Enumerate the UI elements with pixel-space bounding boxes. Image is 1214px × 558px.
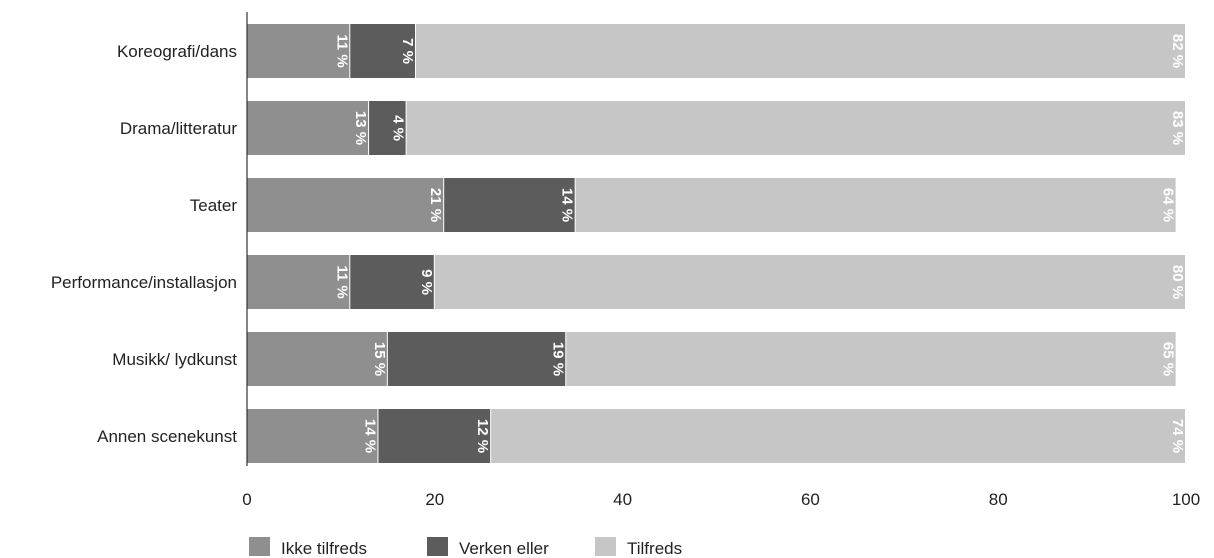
- category-label: Performance/installasjon: [51, 273, 237, 292]
- x-tick-label: 40: [613, 490, 632, 509]
- bar-value-label: 11 %: [333, 34, 350, 67]
- category-label: Musikk/ lydkunst: [112, 350, 237, 369]
- category-label: Koreografi/dans: [117, 42, 237, 61]
- bar-segment: [444, 178, 575, 232]
- category-labels-group: Koreografi/dans Drama/litteratur Teater Per…: [51, 42, 237, 446]
- x-tick-label: 20: [425, 490, 444, 509]
- legend: Ikke tilfreds Verken eller Tilfreds: [249, 537, 682, 558]
- x-tick-label: 100: [1172, 490, 1200, 509]
- legend-label: Verken eller: [459, 539, 549, 558]
- bar-segment: [247, 255, 350, 309]
- bar-value-label: 83 %: [1169, 111, 1186, 145]
- category-label: Annen scenekunst: [97, 427, 237, 446]
- bar-segment: [247, 101, 369, 155]
- bar-value-label: 82 %: [1169, 34, 1186, 68]
- x-axis-ticks-group: 0 20 40 60 80 100: [242, 490, 1200, 509]
- bar-value-label: 13 %: [352, 111, 369, 145]
- x-tick-label: 60: [801, 490, 820, 509]
- bars-group: 11 % 7 % 82 % 13 % 4 % 83 % 21 % 14 % 64 % 11 % 9 …: [247, 24, 1186, 463]
- bar-value-label: 15 %: [371, 342, 388, 376]
- bar-value-label: 65 %: [1160, 342, 1177, 376]
- bar-segment: [566, 332, 1176, 386]
- bar-segment: [247, 332, 387, 386]
- bar-segment: [434, 255, 1185, 309]
- bar-segment: [350, 24, 416, 78]
- bar-value-label: 11 %: [333, 265, 350, 298]
- bar-value-label: 12 %: [474, 419, 491, 453]
- bar-value-label: 14 %: [361, 419, 378, 453]
- bar-segment: [247, 24, 350, 78]
- bar-segment: [378, 409, 491, 463]
- bar-segment: [247, 178, 444, 232]
- legend-swatch: [249, 537, 270, 556]
- bar-segment: [491, 409, 1185, 463]
- x-tick-label: 0: [242, 490, 251, 509]
- bar-segment: [387, 332, 566, 386]
- bar-value-label: 4 %: [390, 115, 407, 141]
- bar-segment: [350, 255, 434, 309]
- legend-swatch: [427, 537, 448, 556]
- bar-value-label: 14 %: [559, 188, 576, 222]
- category-label: Drama/litteratur: [120, 119, 237, 138]
- legend-label: Ikke tilfreds: [281, 539, 367, 558]
- bar-value-label: 80 %: [1169, 265, 1186, 299]
- bar-value-label: 19 %: [549, 342, 566, 376]
- legend-swatch: [595, 537, 616, 556]
- bar-value-label: 7 %: [399, 38, 416, 64]
- bar-value-label: 21 %: [427, 188, 444, 222]
- bar-segment: [416, 24, 1185, 78]
- bar-value-label: 9 %: [418, 269, 435, 295]
- bar-segment: [369, 101, 406, 155]
- bar-value-label: 64 %: [1160, 188, 1177, 222]
- bar-segment: [406, 101, 1185, 155]
- bar-segment: [575, 178, 1176, 232]
- bar-segment: [247, 409, 378, 463]
- legend-label: Tilfreds: [627, 539, 682, 558]
- bar-value-label: 74 %: [1169, 419, 1186, 453]
- x-tick-label: 80: [989, 490, 1008, 509]
- category-label: Teater: [190, 196, 238, 215]
